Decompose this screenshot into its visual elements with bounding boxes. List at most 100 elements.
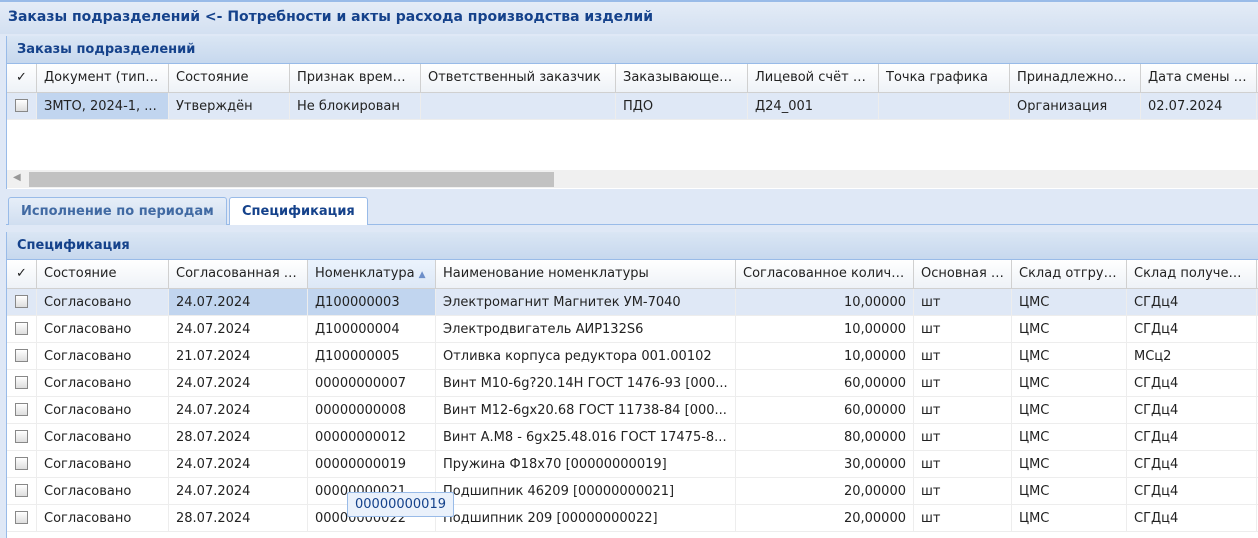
spec-panel-title: Спецификация xyxy=(7,232,1258,260)
checkbox[interactable] xyxy=(15,484,28,497)
table-cell: Электродвигатель АИР132S6 xyxy=(436,316,736,342)
table-cell: шт xyxy=(914,289,1012,315)
table-row[interactable]: Согласовано 24.07.2024 00000000019 Пружина … xyxy=(7,451,1258,478)
checkbox[interactable] xyxy=(15,376,28,389)
table-cell: ЦМС xyxy=(1012,478,1127,504)
table-row[interactable]: ЗМТО, 2024-1, ... Утверждён Не блокирован П… xyxy=(7,93,1258,120)
checkbox[interactable] xyxy=(15,322,28,335)
column-header[interactable]: Лицевой счёт зака xyxy=(748,64,879,92)
sort-ascending-icon[interactable]: ▲ xyxy=(418,270,426,280)
checkbox[interactable] xyxy=(15,403,28,416)
column-header-label: Принадлежность xyxy=(1017,70,1136,85)
checkbox[interactable] xyxy=(15,99,28,112)
column-header[interactable]: Документ (тип, № xyxy=(37,64,169,92)
table-cell: СГДц4 xyxy=(1127,289,1257,315)
column-header[interactable]: Заказывающее под xyxy=(616,64,748,92)
checkbox[interactable] xyxy=(15,511,28,524)
column-header[interactable]: Принадлежность xyxy=(1010,64,1141,92)
table-row[interactable]: Согласовано 21.07.2024 Д100000005 Отливка к… xyxy=(7,343,1258,370)
column-header-label: Документ (тип, № xyxy=(44,70,168,85)
column-header-label: Наименование номенклатуры xyxy=(443,266,649,281)
row-checkbox-cell[interactable] xyxy=(7,397,37,423)
table-row[interactable]: Согласовано 28.07.2024 00000000012 Винт А.М… xyxy=(7,424,1258,451)
table-cell: Согласовано xyxy=(37,289,169,315)
orders-grid: ✓ Документ (тип, № Состояние Признак времен… xyxy=(7,64,1258,120)
table-cell: Д100000004 xyxy=(308,316,436,342)
table-cell: СГДц4 xyxy=(1127,424,1257,450)
select-all-column[interactable]: ✓ xyxy=(7,260,37,288)
scrollbar-thumb[interactable] xyxy=(29,172,554,187)
column-header[interactable]: Точка графика xyxy=(879,64,1010,92)
column-header[interactable]: Согласованное количество xyxy=(736,260,914,288)
column-header[interactable]: Основная ЕИ xyxy=(914,260,1012,288)
table-cell xyxy=(879,93,1010,119)
table-row[interactable]: Согласовано 28.07.2024 00000000022 Подшипни… xyxy=(7,505,1258,532)
row-checkbox-cell[interactable] xyxy=(7,93,37,119)
table-cell: шт xyxy=(914,343,1012,369)
table-row[interactable]: Согласовано 24.07.2024 Д100000003 Электрома… xyxy=(7,289,1258,316)
tab-periods[interactable]: Исполнение по периодам xyxy=(8,197,227,225)
table-cell: 24.07.2024 xyxy=(169,289,308,315)
table-cell: СГДц4 xyxy=(1127,370,1257,396)
scroll-left-icon[interactable]: ◀ xyxy=(13,172,21,183)
column-header[interactable]: Склад получения xyxy=(1127,260,1257,288)
spec-panel: Спецификация ✓ Состояние Согласованная дат… xyxy=(6,232,1258,538)
table-cell: Согласовано xyxy=(37,397,169,423)
table-cell: шт xyxy=(914,451,1012,477)
column-header[interactable]: Склад отгрузки. xyxy=(1012,260,1127,288)
column-header-label: Признак временно xyxy=(297,70,421,85)
table-cell: 24.07.2024 xyxy=(169,316,308,342)
column-header[interactable]: Состояние xyxy=(169,64,290,92)
table-cell: 20,00000 xyxy=(736,505,914,531)
row-checkbox-cell[interactable] xyxy=(7,316,37,342)
table-cell: 28.07.2024 xyxy=(169,424,308,450)
table-cell: Согласовано xyxy=(37,316,169,342)
table-cell: Винт М12-6gx20.68 ГОСТ 11738-84 [000... xyxy=(436,397,736,423)
column-header[interactable]: Ответственный заказчик xyxy=(421,64,616,92)
checkbox[interactable] xyxy=(15,349,28,362)
row-checkbox-cell[interactable] xyxy=(7,505,37,531)
table-cell: 20,00000 xyxy=(736,478,914,504)
row-checkbox-cell[interactable] xyxy=(7,370,37,396)
row-checkbox-cell[interactable] xyxy=(7,289,37,315)
column-header[interactable]: Признак временно xyxy=(290,64,421,92)
checkbox[interactable] xyxy=(15,430,28,443)
column-header[interactable]: Дата смены сост xyxy=(1141,64,1257,92)
table-cell: Д100000003 xyxy=(308,289,436,315)
table-row[interactable]: Согласовано24.07.202400000000021Подшипни… xyxy=(7,478,1258,505)
row-checkbox-cell[interactable] xyxy=(7,343,37,369)
table-cell: шт xyxy=(914,397,1012,423)
column-header[interactable]: Наименование номенклатуры xyxy=(436,260,736,288)
orders-panel-title: Заказы подразделений xyxy=(7,36,1258,64)
column-header-label: Склад отгрузки. xyxy=(1019,266,1127,281)
column-header-label: Склад получения xyxy=(1134,266,1254,281)
header-row: ✓ Состояние Согласованная дата Номенклатура… xyxy=(7,260,1258,289)
table-cell: ЦМС xyxy=(1012,451,1127,477)
table-cell: 00000000021 xyxy=(308,478,436,504)
row-checkbox-cell[interactable] xyxy=(7,478,37,504)
table-cell: СГДц4 xyxy=(1127,478,1257,504)
tab-specification[interactable]: Спецификация xyxy=(229,197,368,225)
table-cell: 10,00000 xyxy=(736,343,914,369)
column-header[interactable]: Состояние xyxy=(37,260,169,288)
table-cell: шт xyxy=(914,478,1012,504)
table-cell: 10,00000 xyxy=(736,289,914,315)
checkbox[interactable] xyxy=(15,295,28,308)
horizontal-scrollbar[interactable]: ◀ xyxy=(7,170,1258,188)
table-cell: Не блокирован xyxy=(290,93,421,119)
table-cell: 00000000007 xyxy=(308,370,436,396)
table-cell: шт xyxy=(914,370,1012,396)
row-checkbox-cell[interactable] xyxy=(7,424,37,450)
row-checkbox-cell[interactable] xyxy=(7,451,37,477)
table-row[interactable]: Согласовано 24.07.2024 00000000008 Винт М12… xyxy=(7,397,1258,424)
column-header[interactable]: Согласованная дата xyxy=(169,260,308,288)
checkbox[interactable] xyxy=(15,457,28,470)
select-all-column[interactable]: ✓ xyxy=(7,64,37,92)
table-row[interactable]: Согласовано 24.07.2024 00000000007 Винт М10… xyxy=(7,370,1258,397)
column-header[interactable]: Номенклатура ▲ xyxy=(308,260,436,288)
table-cell: Подшипник 209 [00000000022] xyxy=(436,505,736,531)
column-header-label: Согласованное количество xyxy=(743,266,914,281)
table-row[interactable]: Согласовано 24.07.2024 Д100000004 Электродв… xyxy=(7,316,1258,343)
orders-panel: Заказы подразделений ✓ Документ (тип, № Со… xyxy=(6,36,1258,189)
table-cell: Организация xyxy=(1010,93,1141,119)
